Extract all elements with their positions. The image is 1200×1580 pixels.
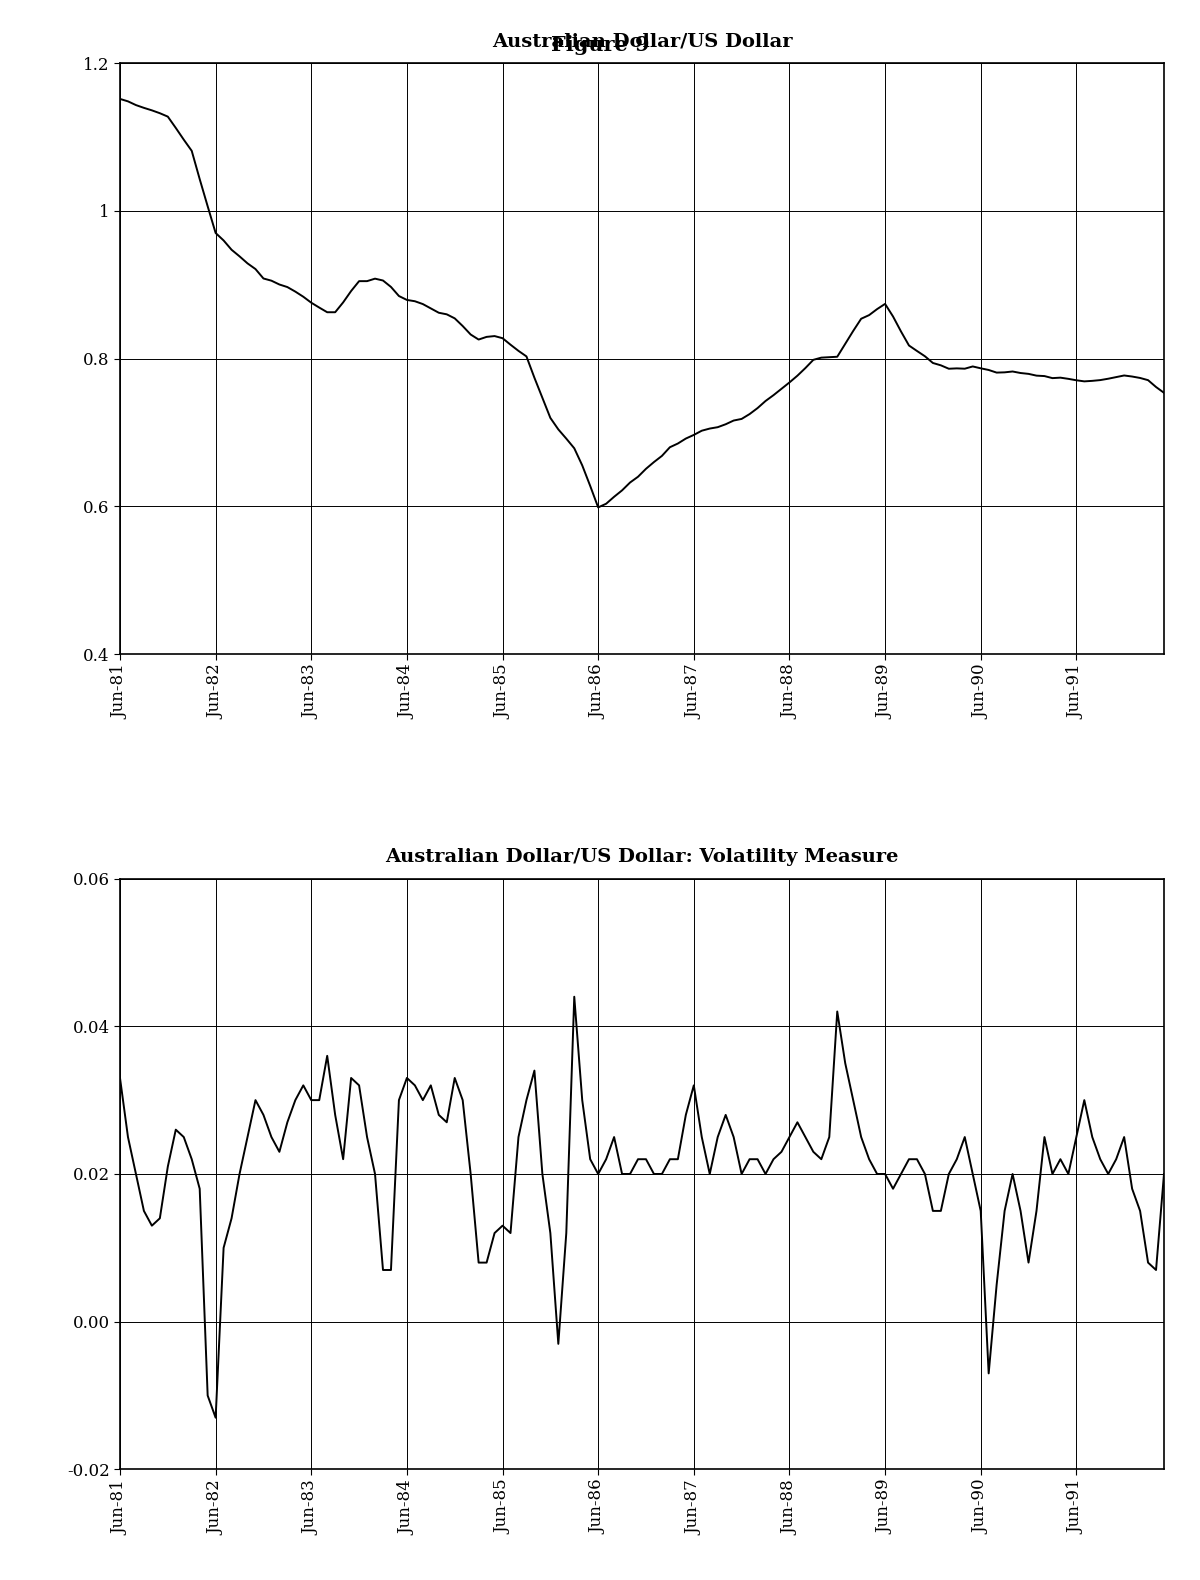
Title: Australian Dollar/US Dollar: Volatility Measure: Australian Dollar/US Dollar: Volatility … [385, 848, 899, 866]
Title: Australian Dollar/US Dollar: Australian Dollar/US Dollar [492, 33, 792, 51]
Text: Figure 9: Figure 9 [551, 35, 649, 55]
